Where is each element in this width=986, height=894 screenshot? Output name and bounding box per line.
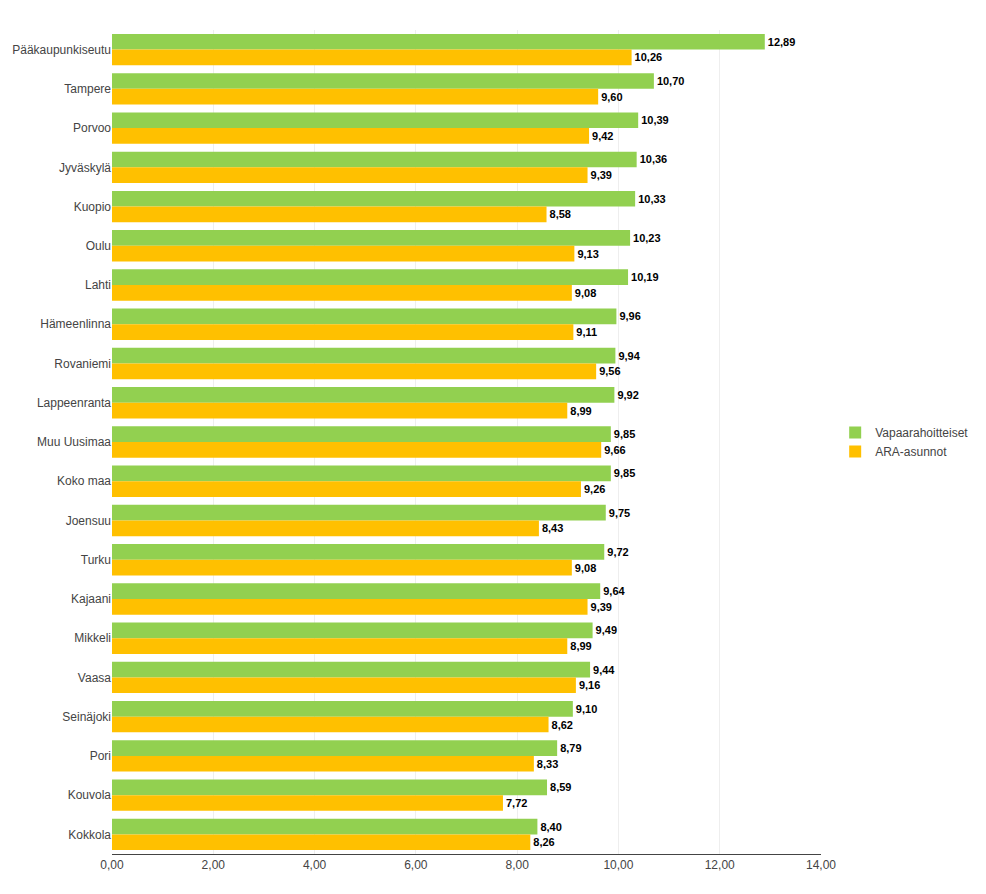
svg-text:9,26: 9,26: [584, 483, 605, 495]
svg-text:9,08: 9,08: [575, 562, 596, 574]
svg-text:Lappeenranta: Lappeenranta: [37, 396, 111, 410]
svg-text:9,39: 9,39: [591, 601, 612, 613]
svg-text:10,00: 10,00: [603, 858, 633, 872]
svg-text:8,59: 8,59: [550, 781, 571, 793]
svg-text:Muu Uusimaa: Muu Uusimaa: [37, 435, 111, 449]
svg-text:7,72: 7,72: [506, 797, 527, 809]
svg-text:12,00: 12,00: [705, 858, 735, 872]
svg-text:9,64: 9,64: [603, 585, 625, 597]
svg-text:ARA-asunnot: ARA-asunnot: [875, 445, 947, 459]
svg-text:8,62: 8,62: [552, 719, 573, 731]
svg-text:Mikkeli: Mikkeli: [74, 631, 111, 645]
svg-text:Jyväskylä: Jyväskylä: [59, 161, 111, 175]
svg-text:Oulu: Oulu: [86, 239, 111, 253]
svg-text:Hämeenlinna: Hämeenlinna: [40, 317, 111, 331]
svg-text:Tampere: Tampere: [64, 82, 111, 96]
svg-text:9,92: 9,92: [617, 389, 638, 401]
svg-text:9,85: 9,85: [614, 467, 635, 479]
svg-text:10,26: 10,26: [635, 51, 663, 63]
svg-text:8,99: 8,99: [570, 405, 591, 417]
svg-text:Kouvola: Kouvola: [68, 788, 112, 802]
svg-text:8,79: 8,79: [560, 742, 581, 754]
svg-text:9,85: 9,85: [614, 428, 635, 440]
svg-text:8,26: 8,26: [533, 836, 554, 848]
svg-text:10,39: 10,39: [641, 114, 669, 126]
svg-text:9,39: 9,39: [591, 169, 612, 181]
svg-text:Porvoo: Porvoo: [73, 121, 111, 135]
svg-text:9,49: 9,49: [596, 624, 617, 636]
svg-text:Turku: Turku: [81, 553, 111, 567]
svg-text:9,60: 9,60: [601, 91, 622, 103]
svg-text:9,42: 9,42: [592, 130, 613, 142]
svg-text:Vaasa: Vaasa: [78, 671, 111, 685]
svg-text:10,70: 10,70: [657, 75, 685, 87]
svg-text:9,96: 9,96: [619, 310, 640, 322]
svg-text:9,08: 9,08: [575, 287, 596, 299]
svg-text:9,16: 9,16: [579, 679, 600, 691]
svg-text:9,13: 9,13: [577, 248, 598, 260]
svg-text:9,44: 9,44: [593, 664, 615, 676]
svg-text:8,33: 8,33: [537, 758, 558, 770]
svg-text:8,99: 8,99: [570, 640, 591, 652]
svg-text:0,00: 0,00: [100, 858, 124, 872]
svg-text:9,56: 9,56: [599, 365, 620, 377]
svg-text:9,10: 9,10: [576, 703, 597, 715]
svg-text:4,00: 4,00: [303, 858, 327, 872]
svg-text:10,36: 10,36: [640, 153, 668, 165]
svg-text:8,58: 8,58: [550, 208, 571, 220]
svg-text:10,33: 10,33: [638, 193, 666, 205]
svg-text:8,43: 8,43: [542, 522, 563, 534]
svg-text:2,00: 2,00: [202, 858, 226, 872]
svg-text:10,19: 10,19: [631, 271, 659, 283]
svg-text:9,66: 9,66: [604, 444, 625, 456]
svg-text:Kajaani: Kajaani: [71, 592, 111, 606]
svg-text:Kokkola: Kokkola: [68, 828, 111, 842]
svg-text:Lahti: Lahti: [85, 278, 111, 292]
svg-text:Vapaarahoitteiset: Vapaarahoitteiset: [875, 426, 968, 440]
svg-text:Koko maa: Koko maa: [57, 474, 111, 488]
svg-text:9,94: 9,94: [618, 350, 640, 362]
svg-text:8,40: 8,40: [540, 821, 561, 833]
svg-text:6,00: 6,00: [404, 858, 428, 872]
svg-text:9,72: 9,72: [607, 546, 628, 558]
svg-text:Seinäjoki: Seinäjoki: [62, 710, 111, 724]
svg-text:8,00: 8,00: [505, 858, 529, 872]
svg-text:9,75: 9,75: [609, 507, 630, 519]
svg-text:Kuopio: Kuopio: [74, 200, 112, 214]
svg-text:9,11: 9,11: [576, 326, 597, 338]
svg-text:Pääkaupunkiseutu: Pääkaupunkiseutu: [12, 43, 111, 57]
svg-text:10,23: 10,23: [633, 232, 661, 244]
svg-text:Rovaniemi: Rovaniemi: [54, 357, 111, 371]
svg-text:14,00: 14,00: [806, 858, 836, 872]
svg-text:Pori: Pori: [90, 749, 111, 763]
svg-text:12,89: 12,89: [768, 36, 796, 48]
svg-text:Joensuu: Joensuu: [66, 514, 111, 528]
